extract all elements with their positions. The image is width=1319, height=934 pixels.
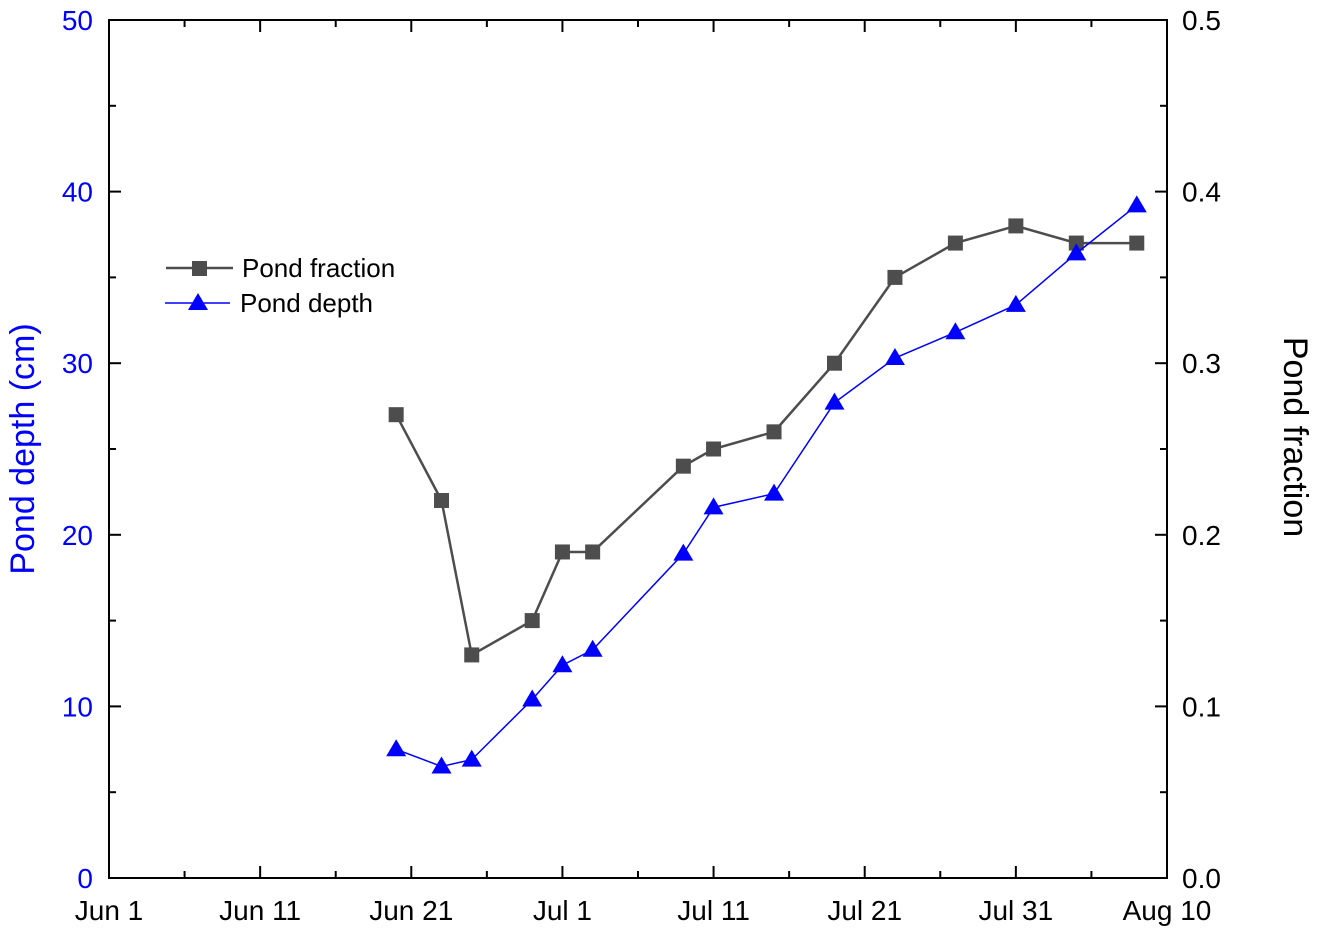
y-tick-label-right: 0.1 [1182,691,1221,722]
y-tick-label-left: 10 [62,691,93,722]
data-point-square [675,458,691,474]
data-point-square [554,544,570,560]
data-point-triangle [461,749,482,767]
data-point-triangle [824,392,845,410]
legend: Pond fraction Pond depth [165,253,395,318]
data-point-triangle [673,543,694,561]
data-point-triangle [884,348,905,366]
series-line-pond-depth [395,204,1138,768]
data-point-triangle [582,639,603,657]
data-point-square [1129,235,1145,251]
data-point-triangle [703,497,724,515]
legend-label-pond-fraction: Pond fraction [242,253,395,283]
x-tick-label: Jul 1 [533,895,592,926]
data-point-square [706,441,722,457]
x-tick-label: Jun 11 [219,895,301,926]
y-tick-label-right: 0.3 [1182,348,1221,379]
data-point-triangle [945,322,966,340]
data-point-square [826,355,842,371]
x-tick-label: Jul 21 [827,895,902,926]
y-axis-left-label: Pond depth (cm) [4,323,42,574]
data-point-square [1068,235,1084,251]
data-point-square [585,544,601,560]
y-tick-label-left: 30 [62,348,93,379]
data-point-triangle [764,483,785,501]
data-point-square [388,407,404,423]
data-point-triangle [1066,243,1087,261]
data-point-square [464,647,480,663]
y-tick-label-right: 0.0 [1182,863,1221,894]
y-tick-label-right: 0.4 [1182,177,1221,208]
legend-label-pond-depth: Pond depth [240,288,373,318]
x-tick-label: Jul 31 [978,895,1053,926]
data-point-triangle [431,756,452,774]
data-point-square [947,235,963,251]
legend-marker-triangle [188,293,208,310]
y-tick-label-right: 0.5 [1182,5,1221,36]
y-tick-label-left: 40 [62,177,93,208]
y-tick-label-left: 20 [62,520,93,551]
data-point-square [887,269,903,285]
y-tick-label-left: 50 [62,5,93,36]
y-tick-label-right: 0.2 [1182,520,1221,551]
data-point-triangle [1126,195,1147,213]
plot-frame [108,19,1168,879]
data-point-square [524,613,540,629]
x-tick-label: Jun 21 [369,895,453,926]
x-tick-label: Jul 11 [677,895,750,926]
data-point-triangle [552,655,573,673]
data-point-triangle [522,689,543,707]
y-tick-label-left: 0 [77,863,93,894]
legend-marker-square [192,261,207,276]
x-tick-label: Jun 1 [75,895,144,926]
data-point-square [766,424,782,440]
data-point-triangle [386,739,407,757]
series-line-pond-fraction [395,224,1137,657]
data-point-square [1008,218,1024,234]
y-axis-right-label: Pond fraction [1276,337,1314,537]
data-point-triangle [1005,294,1026,312]
x-tick-label: Aug 10 [1123,895,1212,926]
data-point-square [434,492,450,508]
